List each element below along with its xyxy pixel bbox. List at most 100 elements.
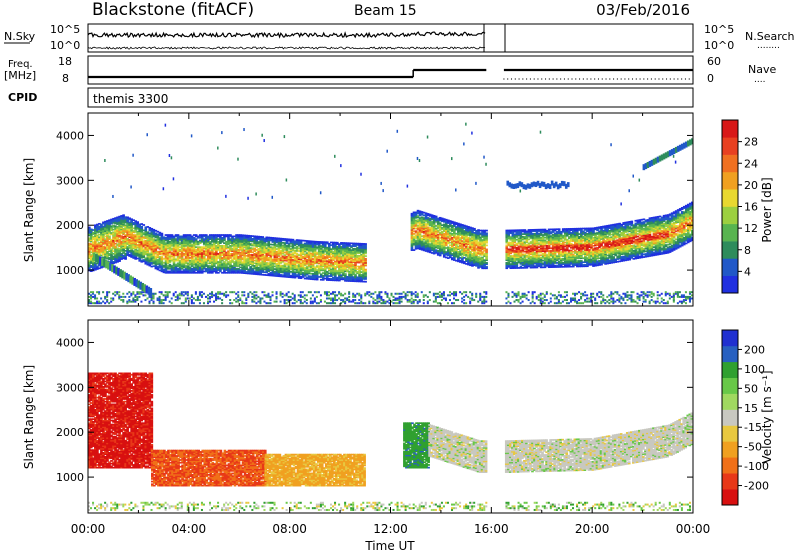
power-cell [315, 277, 319, 280]
power-cell [269, 263, 273, 266]
power-cell [88, 268, 91, 271]
power-cell [152, 245, 156, 247]
power-cell [156, 261, 160, 264]
power-cell [430, 235, 434, 238]
power-cell [152, 255, 156, 258]
power-cell [305, 253, 309, 256]
power-cell [227, 239, 230, 242]
power-cell [213, 269, 216, 271]
power-cell [451, 249, 454, 251]
power-cell [198, 248, 202, 251]
power-cell [420, 211, 424, 213]
power-cell [130, 249, 133, 252]
power-cell [235, 236, 238, 239]
power-cell [321, 245, 325, 248]
power-cell [136, 291, 139, 294]
power-cell [350, 253, 353, 256]
power-cell [438, 234, 442, 237]
power-cell [430, 226, 434, 229]
power-cell [321, 276, 325, 278]
power-cell [440, 237, 444, 240]
power-cell [325, 262, 329, 265]
power-cell [350, 261, 353, 264]
power-cell [148, 300, 151, 303]
power-cell [150, 238, 154, 241]
power-cell [176, 247, 180, 250]
power-cell [162, 302, 165, 305]
power-cell [305, 258, 309, 261]
power-cell [356, 248, 359, 250]
power-cell [188, 259, 192, 262]
power-cell [297, 247, 301, 250]
power-cell [243, 261, 246, 264]
power-cell [164, 248, 168, 251]
power-cell [148, 263, 152, 266]
power-cell [92, 249, 95, 252]
power-cell [98, 291, 101, 294]
power-cell [247, 263, 250, 265]
power-cell [150, 241, 154, 244]
power-cell [100, 242, 103, 245]
power-cell [442, 238, 446, 241]
power-cell [410, 243, 414, 246]
power-cell [110, 220, 113, 222]
power-cell [245, 254, 248, 257]
power-cell [156, 240, 160, 243]
power-cell [455, 294, 458, 297]
power-cell [104, 253, 107, 255]
power-cell [412, 219, 416, 222]
power-cell [463, 230, 466, 232]
power-cell [237, 258, 240, 261]
power-cell [364, 251, 367, 253]
power-cell [372, 300, 375, 303]
power-cell [325, 250, 329, 253]
power-cell [138, 243, 142, 246]
power-cell [221, 250, 224, 253]
power-cell [422, 238, 426, 241]
power-cell [156, 265, 160, 268]
power-cell [358, 269, 361, 272]
power-cell [330, 249, 333, 252]
power-cell [285, 263, 289, 266]
power-cell [321, 258, 325, 261]
power-cell [307, 240, 311, 243]
power-cell [186, 246, 190, 249]
power-cell [211, 269, 214, 271]
power-cell [436, 295, 439, 298]
power-cell [100, 230, 103, 233]
power-cell [394, 297, 397, 300]
power-cell [152, 230, 156, 233]
power-cell [332, 269, 335, 272]
power-cell [150, 256, 154, 258]
power-cell [406, 184, 409, 188]
power-cell [150, 252, 154, 254]
power-cell [346, 255, 349, 258]
power-cell [451, 224, 454, 227]
power-cell [134, 249, 137, 252]
power-cell [295, 252, 299, 255]
power-cell [267, 256, 271, 259]
power-cell [138, 249, 142, 251]
power-cell [325, 256, 329, 258]
power-cell [106, 241, 109, 244]
power-cell [436, 241, 440, 244]
power-cell [327, 246, 331, 249]
power-cell [233, 255, 236, 258]
power-cell [92, 291, 95, 294]
power-cell [301, 268, 305, 270]
power-cell [130, 238, 133, 241]
power-cell [196, 243, 200, 246]
power-cell [457, 248, 460, 251]
power-cell [259, 302, 262, 305]
power-cell [325, 279, 329, 281]
power-cell [461, 257, 464, 260]
power-cell [257, 251, 261, 254]
power-cell [283, 246, 287, 248]
power-cell [426, 233, 430, 235]
power-cell [144, 241, 148, 243]
power-cell [265, 302, 268, 305]
power-cell [188, 254, 192, 257]
power-cell [313, 273, 317, 275]
power-cell [344, 262, 347, 265]
power-cell [182, 234, 186, 236]
